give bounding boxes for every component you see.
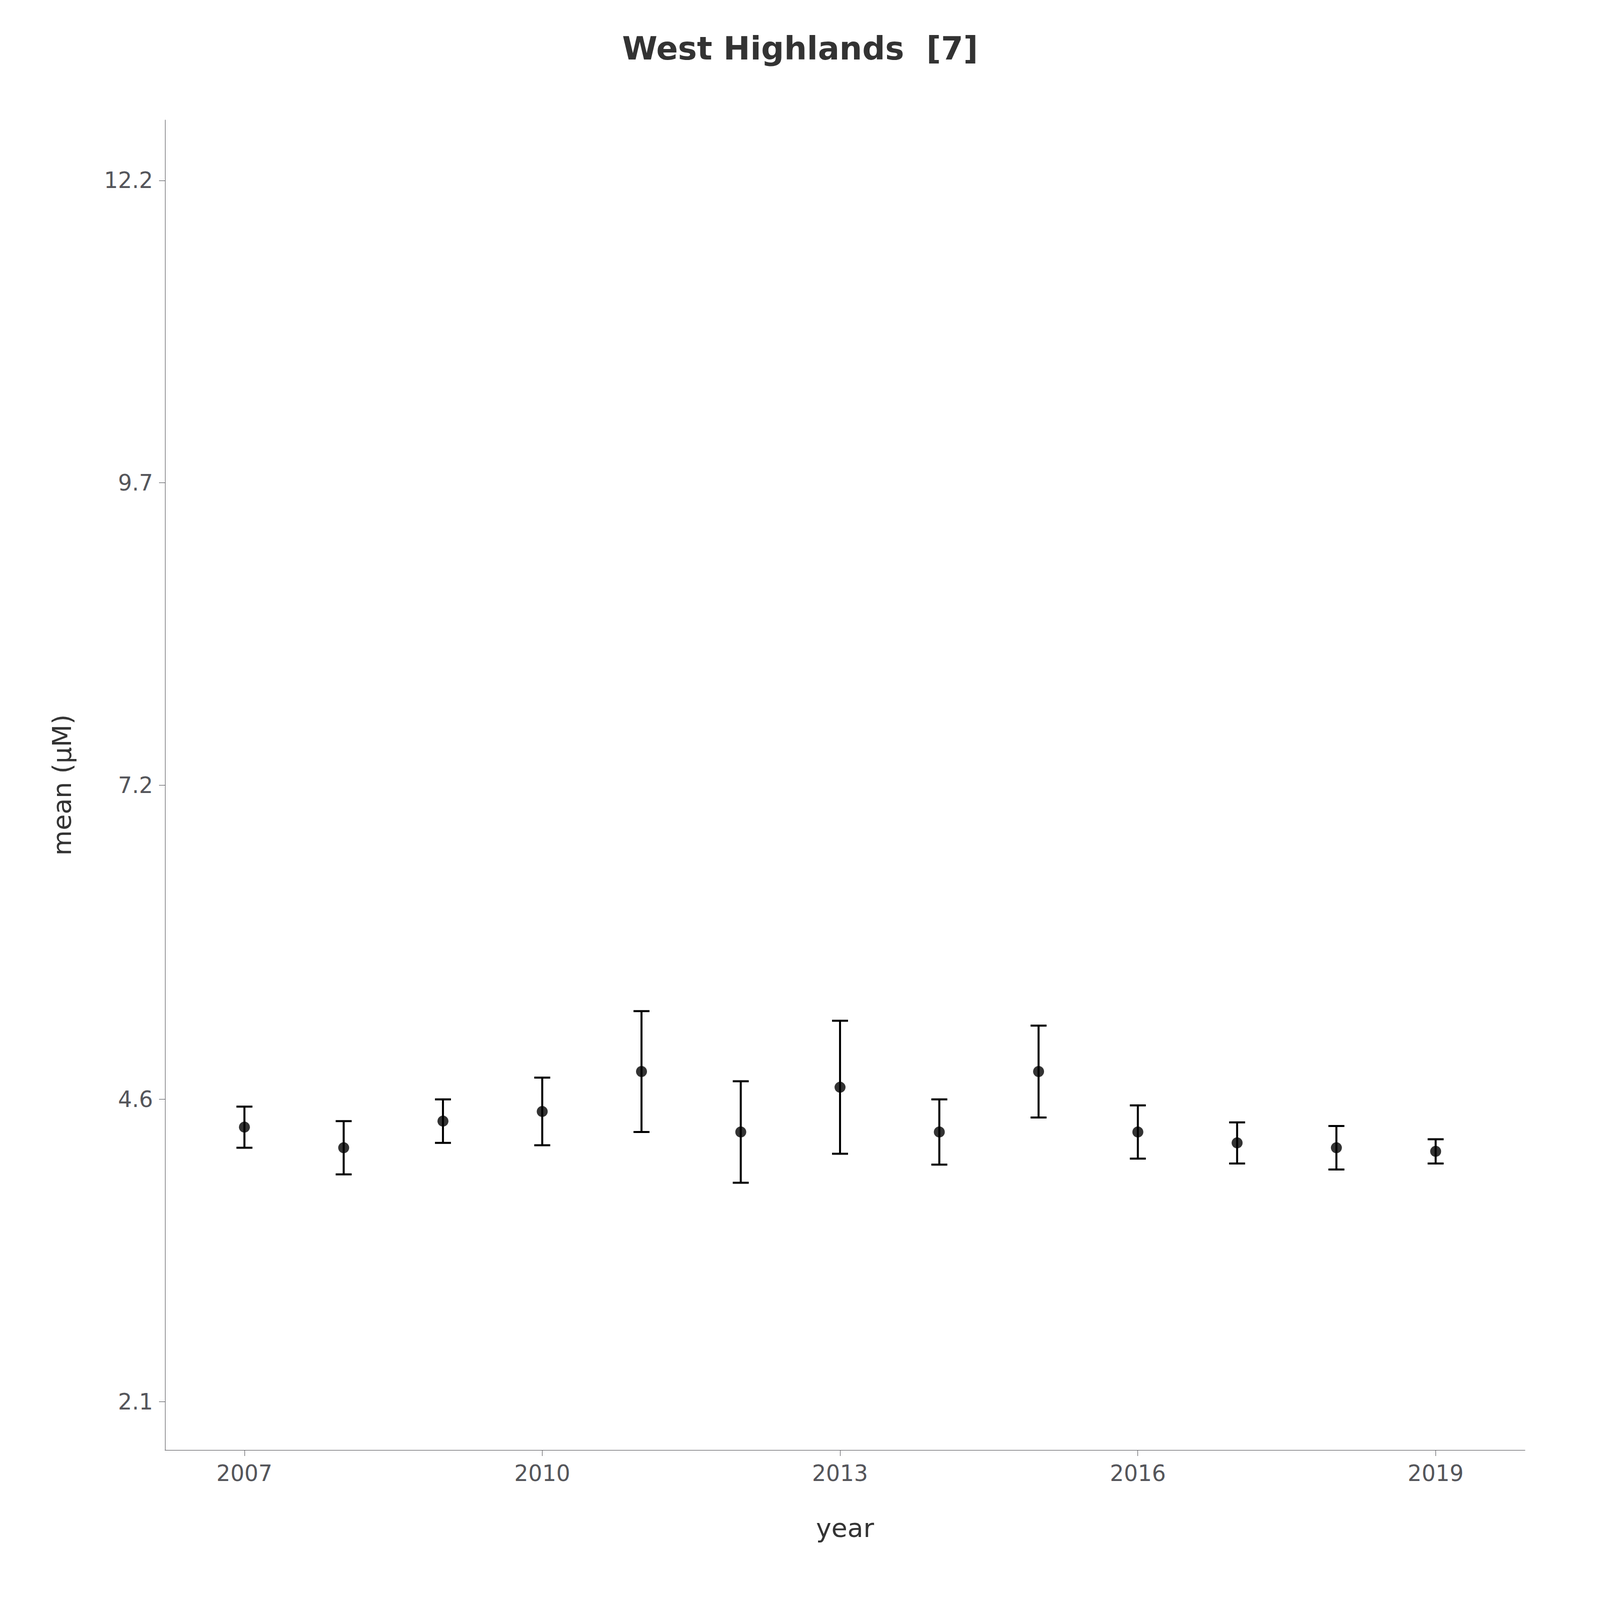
svg-text:2019: 2019 <box>1407 1460 1464 1486</box>
svg-text:9.7: 9.7 <box>118 470 153 496</box>
svg-text:2016: 2016 <box>1110 1460 1166 1486</box>
svg-text:West Highlands [7]: West Highlands [7] <box>622 30 978 67</box>
svg-text:12.2: 12.2 <box>104 167 153 193</box>
svg-text:4.6: 4.6 <box>118 1086 153 1112</box>
svg-text:7.2: 7.2 <box>118 772 153 798</box>
svg-text:2010: 2010 <box>514 1460 570 1486</box>
svg-text:year: year <box>816 1513 875 1543</box>
svg-text:2013: 2013 <box>812 1460 868 1486</box>
svg-text:2.1: 2.1 <box>118 1389 153 1415</box>
svg-text:2007: 2007 <box>216 1460 273 1486</box>
svg-text:mean (μM): mean (μM) <box>47 714 77 856</box>
